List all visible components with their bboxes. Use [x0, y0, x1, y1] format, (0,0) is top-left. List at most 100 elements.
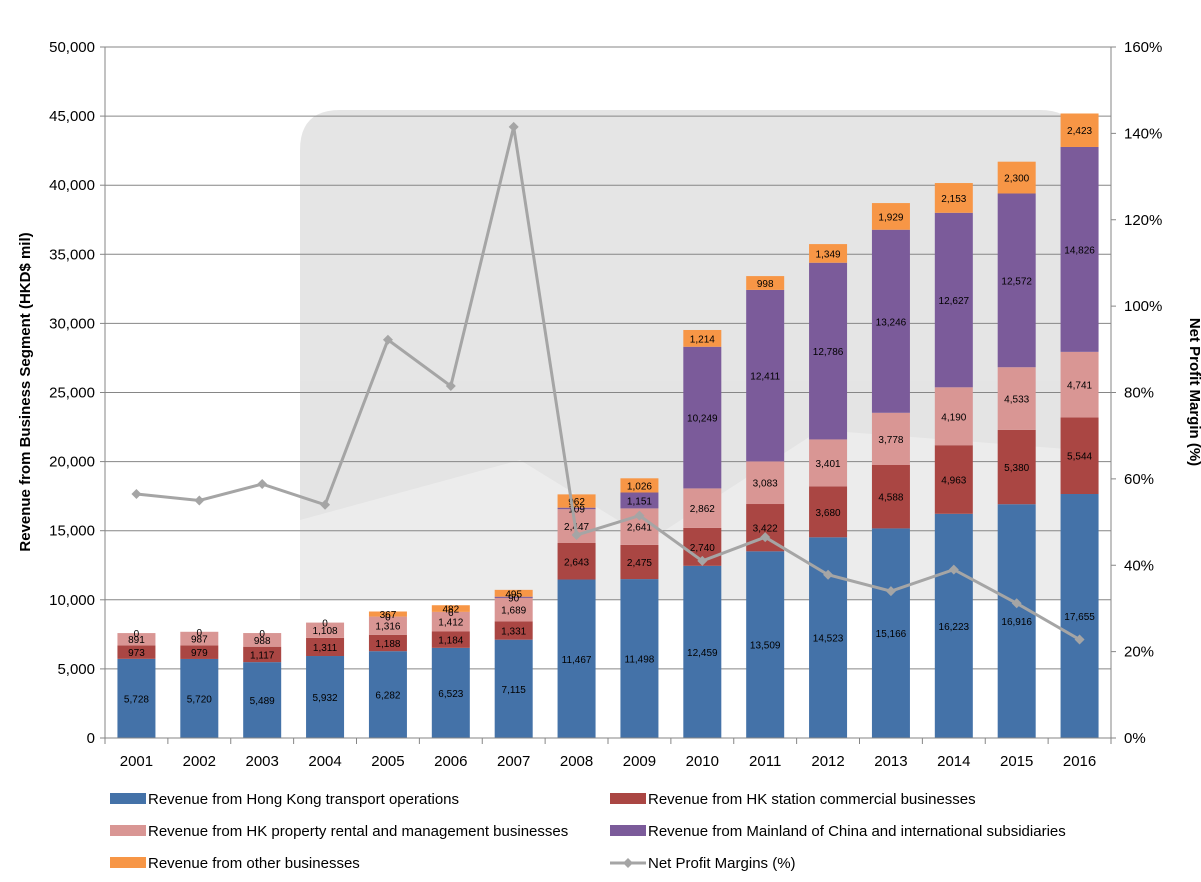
bar-segment	[809, 439, 848, 487]
legend-label: Net Profit Margins (%)	[648, 855, 796, 872]
data-label: 11,498	[625, 655, 655, 666]
x-tick-label: 2011	[749, 753, 781, 770]
bar-segment	[494, 639, 533, 738]
bar-segment	[1060, 146, 1099, 352]
bar-segment	[117, 658, 156, 738]
data-label: 14,523	[813, 634, 844, 645]
data-label: 1,331	[501, 626, 526, 637]
bar-segment	[620, 492, 659, 509]
data-label: 3,778	[878, 435, 903, 446]
y2-axis-title: Net Profit Margin (%)	[1186, 318, 1201, 466]
bar-segment	[368, 634, 407, 652]
bar-segment	[180, 645, 219, 659]
y2-tick-label: 160%	[1124, 39, 1162, 56]
data-label: 367	[380, 610, 397, 621]
y2-tick-label: 40%	[1124, 557, 1154, 574]
legend-label: Revenue from Hong Kong transport operati…	[148, 791, 459, 808]
data-label: 0	[259, 629, 265, 640]
y-tick-label: 35,000	[49, 246, 95, 263]
bar-segment	[117, 633, 156, 646]
data-label: 5,728	[124, 694, 149, 705]
line-point	[948, 564, 959, 575]
bar-segment	[997, 161, 1036, 194]
data-label: 1,117	[250, 650, 275, 661]
legend-label: Revenue from HK station commercial busin…	[648, 791, 976, 808]
data-label: 4,963	[941, 476, 966, 487]
x-tick-label: 2002	[183, 753, 216, 770]
data-label: 2,153	[941, 194, 966, 205]
bar-segment	[997, 504, 1036, 738]
legend-swatch	[110, 793, 146, 804]
bar-segment	[871, 464, 910, 529]
data-label: 1,188	[375, 639, 400, 650]
data-label: 12,411	[750, 372, 780, 383]
bar-segment	[368, 611, 407, 617]
x-tick-label: 2004	[308, 753, 341, 770]
bar-segment	[243, 662, 282, 738]
bar-segment	[871, 528, 910, 738]
legend-swatch	[610, 793, 646, 804]
y-tick-label: 20,000	[49, 454, 95, 471]
left-axis-ticks: 0 5,000 10,000 15,000 20,000 25,000 30,000 35,0…	[49, 39, 105, 747]
line-path	[136, 126, 1081, 641]
data-label: 1,108	[313, 626, 338, 637]
bar-segment	[997, 429, 1036, 505]
data-label: 3,680	[816, 508, 841, 519]
data-label: 1,311	[313, 643, 338, 654]
data-label: 0	[322, 619, 328, 630]
bar-segment	[934, 513, 973, 738]
data-label: 90	[508, 593, 520, 604]
data-label: 6	[448, 608, 454, 619]
data-label: 2,862	[690, 504, 715, 515]
data-label: 0	[134, 629, 140, 640]
bar-segment	[306, 622, 345, 638]
data-label: 7,115	[502, 685, 527, 696]
data-label: 5,380	[1004, 463, 1029, 474]
legend-label: Revenue from Mainland of China and inter…	[648, 823, 1066, 840]
x-tick-label: 2007	[497, 753, 530, 770]
bar-segment	[683, 488, 722, 528]
data-label: 979	[191, 648, 208, 659]
bar-segment	[557, 494, 596, 508]
bar-segment	[243, 633, 282, 647]
y-tick-label: 50,000	[49, 39, 95, 56]
y-tick-label: 40,000	[49, 177, 95, 194]
data-label: 5,720	[187, 694, 212, 705]
right-axis-ticks: 0% 20% 40% 60% 80% 100% 120% 140% 160%	[1111, 39, 1162, 747]
line-point	[194, 495, 205, 506]
bar-segment	[871, 229, 910, 413]
data-label: 109	[568, 504, 585, 515]
data-label: 987	[191, 635, 208, 646]
legend-swatch	[110, 825, 146, 836]
bar-segment	[494, 596, 533, 598]
bar-segment	[557, 579, 596, 738]
bar-segment	[494, 597, 533, 622]
bar-segment	[1060, 113, 1099, 147]
bar-segment	[997, 367, 1036, 430]
data-label: 1,689	[501, 606, 526, 617]
bar-segment	[620, 579, 659, 738]
data-label: 4,741	[1067, 381, 1092, 392]
data-label: 988	[254, 636, 271, 647]
bar-segment	[620, 544, 659, 580]
data-label: 1,214	[690, 334, 715, 345]
bar-segment	[809, 486, 848, 538]
net-profit-line	[131, 121, 1085, 645]
data-label: 2,423	[1067, 126, 1092, 137]
line-point	[257, 479, 268, 490]
line-point	[320, 499, 331, 510]
x-tick-label: 2005	[371, 753, 404, 770]
y2-tick-label: 0%	[1124, 730, 1146, 747]
bar-segment	[494, 589, 533, 597]
data-label: 4,190	[941, 412, 966, 423]
bar-segment	[557, 507, 596, 510]
x-tick-label: 2013	[874, 753, 907, 770]
bar-segment	[431, 631, 470, 648]
data-label: 1,026	[627, 481, 652, 492]
bar-segment	[243, 646, 282, 663]
bar-segment	[683, 329, 722, 347]
data-label: 0	[385, 613, 391, 624]
data-label: 3,083	[753, 479, 778, 490]
data-label: 5,489	[250, 696, 275, 707]
